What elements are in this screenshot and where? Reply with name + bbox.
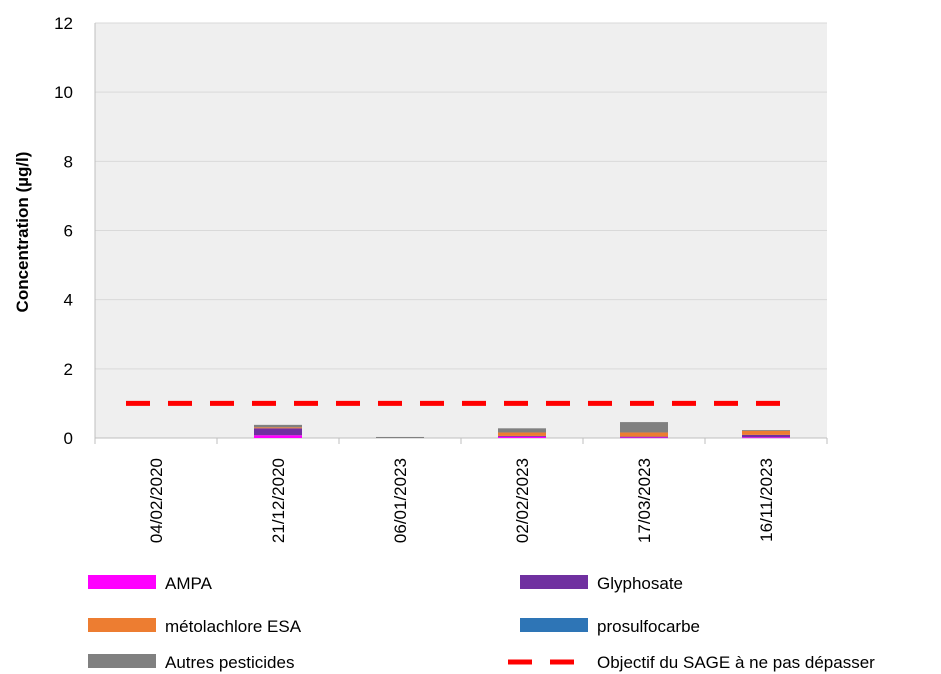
legend-swatch xyxy=(88,654,156,668)
x-axis: 04/02/2020 21/12/2020 06/01/2023 02/02/2023… xyxy=(94,437,828,543)
gridlines xyxy=(95,22,827,370)
bar-segment xyxy=(742,437,790,439)
legend-swatch xyxy=(520,575,588,589)
legend-item: Objectif du SAGE à ne pas dépasser xyxy=(508,653,875,672)
legend-label: prosulfocarbe xyxy=(597,617,700,636)
bar-segment xyxy=(742,430,790,435)
bars xyxy=(254,422,790,439)
legend-label: Glyphosate xyxy=(597,574,683,593)
y-axis-title: Concentration (µg/l) xyxy=(13,152,32,313)
bar-segment xyxy=(254,435,302,438)
legend-label: métolachlore ESA xyxy=(165,617,302,636)
bar-segment xyxy=(742,430,790,431)
y-tick-label: 2 xyxy=(64,360,73,379)
legend-swatch xyxy=(88,575,156,589)
legend-item: AMPA xyxy=(88,574,213,593)
y-tick-label: 12 xyxy=(54,14,73,33)
y-axis: 0 2 4 6 8 10 12 xyxy=(54,14,96,448)
bar-segment xyxy=(254,428,302,436)
legend-item: Glyphosate xyxy=(520,574,683,593)
legend-item: Autres pesticides xyxy=(88,653,294,672)
bar-segment xyxy=(498,435,546,437)
bar-segment xyxy=(742,434,790,438)
legend-label: AMPA xyxy=(165,574,213,593)
bar-segment xyxy=(254,427,302,429)
legend-item: métolachlore ESA xyxy=(88,617,302,636)
y-tick-label: 0 xyxy=(64,429,73,448)
bar-segment xyxy=(620,432,668,437)
bar-segment xyxy=(620,422,668,433)
y-tick-label: 6 xyxy=(64,222,73,241)
y-tick-label: 8 xyxy=(64,152,73,171)
x-tick-label: 21/12/2020 xyxy=(269,458,288,543)
bar-segment xyxy=(498,436,546,438)
legend-item: prosulfocarbe xyxy=(520,617,700,636)
bar-segment xyxy=(254,424,302,428)
bar-segment xyxy=(498,428,546,433)
x-tick-label: 02/02/2023 xyxy=(513,458,532,543)
legend-swatch xyxy=(520,618,588,632)
x-tick-label: 16/11/2023 xyxy=(757,458,776,542)
y-tick-label: 10 xyxy=(54,83,73,102)
legend-swatch xyxy=(88,618,156,632)
legend-label: Autres pesticides xyxy=(165,653,294,672)
bar-segment xyxy=(376,436,424,438)
legend: AMPA Glyphosate métolachlore ESA prosulfoca… xyxy=(88,574,875,672)
x-tick-label: 17/03/2023 xyxy=(635,458,654,543)
legend-label: Objectif du SAGE à ne pas dépasser xyxy=(597,653,875,672)
y-tick-label: 4 xyxy=(64,291,73,310)
x-tick-label: 04/02/2020 xyxy=(147,458,166,543)
x-tick-label: 06/01/2023 xyxy=(391,458,410,543)
bar-segment xyxy=(498,432,546,436)
bar-segment xyxy=(620,436,668,438)
bar-segment xyxy=(620,437,668,439)
